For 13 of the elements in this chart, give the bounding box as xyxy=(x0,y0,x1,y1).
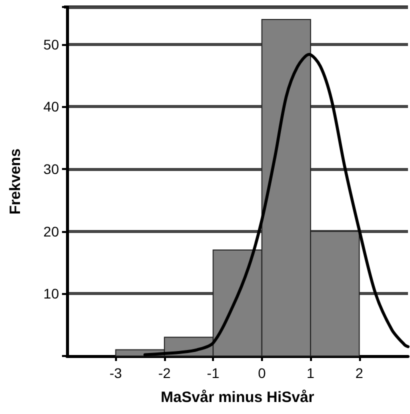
y-tick-label: 40 xyxy=(43,98,60,115)
x-tick-label: -3 xyxy=(109,365,122,381)
y-tick-label: 10 xyxy=(43,286,60,302)
y-axis-title: Frekvens xyxy=(7,148,24,214)
y-tick-label: 50 xyxy=(43,36,60,52)
x-tick-label: 0 xyxy=(258,365,266,381)
x-tick-label: 1 xyxy=(306,365,315,381)
x-tick-label: -2 xyxy=(158,365,171,381)
x-tick-label: 2 xyxy=(355,365,364,381)
x-axis-title: MaSvår minus HiSvår xyxy=(160,389,314,406)
y-tick-label: 20 xyxy=(43,223,60,240)
y-tick-label: 30 xyxy=(43,161,60,178)
x-tick-label: -1 xyxy=(206,365,220,381)
